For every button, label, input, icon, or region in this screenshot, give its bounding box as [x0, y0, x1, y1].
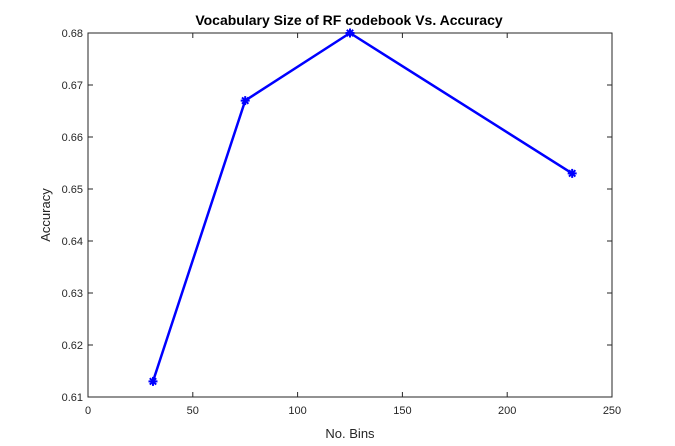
- series-line: [151, 31, 573, 382]
- data-point-marker: [148, 376, 158, 386]
- x-tick-label: 100: [288, 405, 306, 417]
- chart-title: Vocabulary Size of RF codebook Vs. Accur…: [195, 12, 503, 28]
- y-tick-label: 0.64: [62, 236, 83, 248]
- y-tick-label: 0.66: [62, 132, 83, 144]
- y-axis: 0.61 0.62 0.63 0.64 0.65 0.66 0.67 0.68: [62, 28, 612, 404]
- y-tick-label: 0.68: [62, 28, 83, 40]
- data-point-marker: [567, 168, 577, 178]
- x-tick-label: 50: [187, 405, 199, 417]
- y-tick-label: 0.67: [62, 80, 83, 92]
- y-tick-label: 0.62: [62, 340, 83, 352]
- x-tick-label: 200: [498, 405, 516, 417]
- y-tick-label: 0.61: [62, 392, 83, 404]
- x-tick-label: 0: [85, 405, 91, 417]
- data-point-marker: [345, 28, 355, 38]
- x-axis: 0 50 100 150 200 250: [85, 33, 621, 417]
- plot-area: [87, 32, 613, 398]
- x-tick-label: 250: [603, 405, 621, 417]
- series-layer: [148, 28, 577, 386]
- x-tick-label: 150: [393, 405, 411, 417]
- data-point-marker: [240, 96, 250, 106]
- y-tick-label: 0.65: [62, 184, 83, 196]
- y-tick-label: 0.63: [62, 288, 83, 300]
- x-axis-label: No. Bins: [325, 426, 375, 441]
- y-axis-label: Accuracy: [38, 188, 53, 242]
